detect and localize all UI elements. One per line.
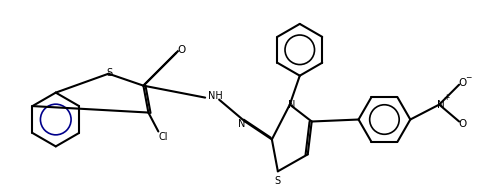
Text: N: N [287,100,295,110]
Text: +: + [442,93,449,102]
Text: N: N [437,100,444,110]
Text: −: − [464,73,470,82]
Text: S: S [274,176,280,186]
Text: NH: NH [208,91,223,101]
Text: O: O [457,119,465,129]
Text: Cl: Cl [158,132,168,143]
Text: S: S [106,68,112,78]
Text: O: O [177,45,185,55]
Text: N: N [238,119,245,129]
Text: O: O [457,78,465,88]
